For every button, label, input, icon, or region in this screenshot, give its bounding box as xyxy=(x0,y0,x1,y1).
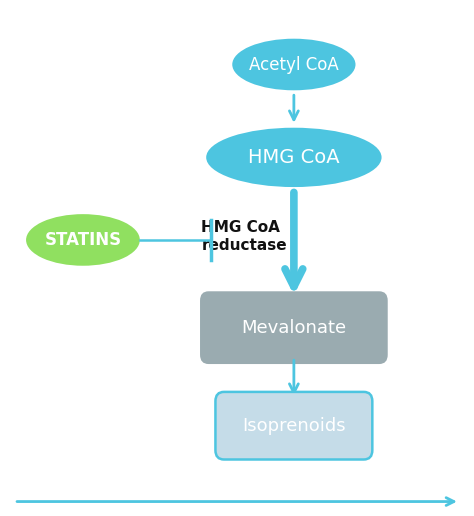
Text: HMG CoA: HMG CoA xyxy=(248,148,340,167)
Ellipse shape xyxy=(26,214,140,266)
FancyBboxPatch shape xyxy=(215,392,373,459)
Text: HMG CoA
reductase: HMG CoA reductase xyxy=(201,220,287,252)
FancyBboxPatch shape xyxy=(200,291,388,364)
Text: Acetyl CoA: Acetyl CoA xyxy=(249,56,339,73)
Ellipse shape xyxy=(232,39,356,90)
Text: Mevalonate: Mevalonate xyxy=(241,319,346,336)
Text: Isoprenoids: Isoprenoids xyxy=(242,417,346,434)
Ellipse shape xyxy=(206,128,382,187)
Text: STATINS: STATINS xyxy=(45,231,121,249)
